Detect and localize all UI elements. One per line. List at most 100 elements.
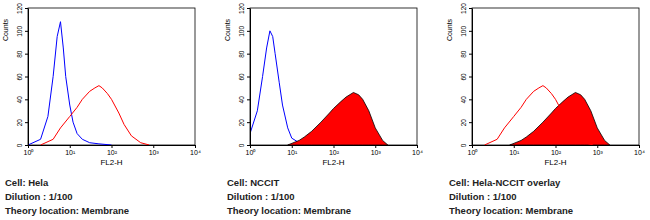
x-tick: 10¹ (65, 145, 76, 156)
y-tick-label: 120 (238, 3, 245, 14)
y-tick-label: 40 (460, 96, 467, 104)
plot-marks (28, 22, 149, 145)
y-axis: 020406080100120 (16, 3, 29, 148)
y-tick: 60 (238, 73, 250, 81)
x-tick-label: 10⁰ (24, 149, 35, 156)
y-tick-mark (25, 8, 28, 9)
y-tick: 120 (238, 3, 250, 14)
y-axis-line (250, 9, 251, 146)
y-axis-title: Counts (224, 18, 231, 41)
x-tick: 10⁴ (190, 145, 201, 156)
x-tick: 10⁰ (24, 145, 35, 156)
y-tick-mark (247, 122, 250, 123)
y-tick: 60 (16, 73, 28, 81)
annotation: Theory location: Membrane (5, 205, 129, 216)
x-axis-title: FL2-H (322, 158, 344, 167)
y-tick: 40 (460, 96, 472, 104)
y-tick-label: 100 (16, 26, 23, 37)
x-tick-label: 10⁰ (468, 149, 479, 156)
y-axis-title: Counts (2, 18, 9, 41)
x-tick-label: 10⁴ (190, 149, 201, 156)
y-tick-label: 20 (16, 119, 23, 127)
x-tick: 10⁰ (246, 145, 257, 156)
x-axis: 10⁰10¹10²10³10⁴ (24, 145, 201, 156)
x-tick-label: 10¹ (65, 149, 76, 156)
y-tick-label: 60 (238, 73, 245, 81)
y-tick-label: 0 (460, 143, 467, 147)
plot-frame (250, 8, 417, 145)
y-tick-mark (469, 77, 472, 78)
y-tick-label: 80 (16, 50, 23, 58)
y-tick-label: 80 (460, 50, 467, 58)
x-tick: 10¹ (509, 145, 520, 156)
histogram-line (485, 86, 594, 145)
y-tick-label: 80 (238, 50, 245, 58)
x-tick-label: 10⁴ (634, 149, 645, 156)
y-tick: 80 (460, 50, 472, 58)
y-tick: 80 (16, 50, 28, 58)
y-tick-label: 40 (238, 96, 245, 104)
y-tick-mark (469, 99, 472, 100)
y-axis: 0 20 40 60 80 100 120 (238, 3, 251, 148)
x-tick: 10³ (593, 145, 604, 156)
y-tick-label: 20 (238, 119, 245, 127)
x-tick-label: 10³ (371, 149, 382, 156)
x-tick-label: 10⁰ (246, 149, 257, 156)
y-tick-mark (25, 122, 28, 123)
x-tick-label: 10¹ (509, 149, 520, 156)
y-tick-label: 60 (460, 73, 467, 81)
y-tick-mark (25, 145, 28, 146)
y-tick-label: 100 (460, 26, 467, 37)
y-tick-label: 120 (460, 3, 467, 14)
annotation: Cell: Hela (5, 177, 49, 188)
y-tick: 100 (238, 26, 250, 37)
x-axis: 10⁰10¹10²10³10⁴ (246, 145, 423, 156)
y-tick-mark (25, 54, 28, 55)
x-tick-label: 10⁴ (412, 149, 423, 156)
y-tick-mark (247, 145, 250, 146)
x-axis-title: FL2-H (544, 158, 566, 167)
y-tick: 20 (16, 119, 28, 127)
annotation: Cell: NCCIT (227, 177, 279, 188)
x-tick: 10⁰ (468, 145, 479, 156)
y-tick-label: 0 (238, 143, 245, 147)
annotation: Dilution : 1/100 (5, 191, 73, 202)
y-tick-label: 20 (460, 119, 467, 127)
y-tick-mark (25, 31, 28, 32)
x-tick-label: 10³ (593, 149, 604, 156)
annotation: Dilution : 1/100 (227, 191, 295, 202)
x-tick: 10⁴ (412, 145, 423, 156)
y-tick: 60 (460, 73, 472, 81)
y-tick-mark (247, 77, 250, 78)
x-tick: 10³ (371, 145, 382, 156)
y-axis-line (472, 9, 473, 146)
plot-marks (250, 31, 388, 145)
histogram-line (28, 22, 112, 145)
y-tick-mark (469, 145, 472, 146)
x-tick: 10² (107, 145, 118, 156)
y-tick: 20 (460, 119, 472, 127)
y-tick-label: 0 (16, 143, 23, 147)
y-tick-mark (469, 8, 472, 9)
histogram-area (288, 92, 388, 145)
y-tick: 80 (238, 50, 250, 58)
y-tick: 20 (238, 119, 250, 127)
y-tick-mark (25, 77, 28, 78)
y-tick-mark (25, 99, 28, 100)
plot-frame (472, 8, 639, 145)
y-axis: 0 20 40 60 80 100 120 (460, 3, 473, 148)
y-tick-mark (247, 31, 250, 32)
y-tick-mark (247, 8, 250, 9)
y-tick-mark (247, 99, 250, 100)
annotation: Cell: Hela-NCCIT overlay (449, 177, 561, 188)
y-tick-label: 100 (238, 26, 245, 37)
x-tick-label: 10² (551, 149, 562, 156)
y-tick: 0 (460, 143, 472, 147)
y-tick-mark (469, 31, 472, 32)
y-tick: 0 (238, 143, 250, 147)
panel: 10⁰10¹10²10³10⁴020406080100120FL2-HCount… (224, 3, 423, 216)
panel: 10⁰10¹10²10³10⁴020406080100120FL2-HCount… (446, 3, 645, 216)
x-tick: 10² (551, 145, 562, 156)
y-tick-label: 120 (16, 3, 23, 14)
annotation: Theory location: Membrane (449, 205, 573, 216)
